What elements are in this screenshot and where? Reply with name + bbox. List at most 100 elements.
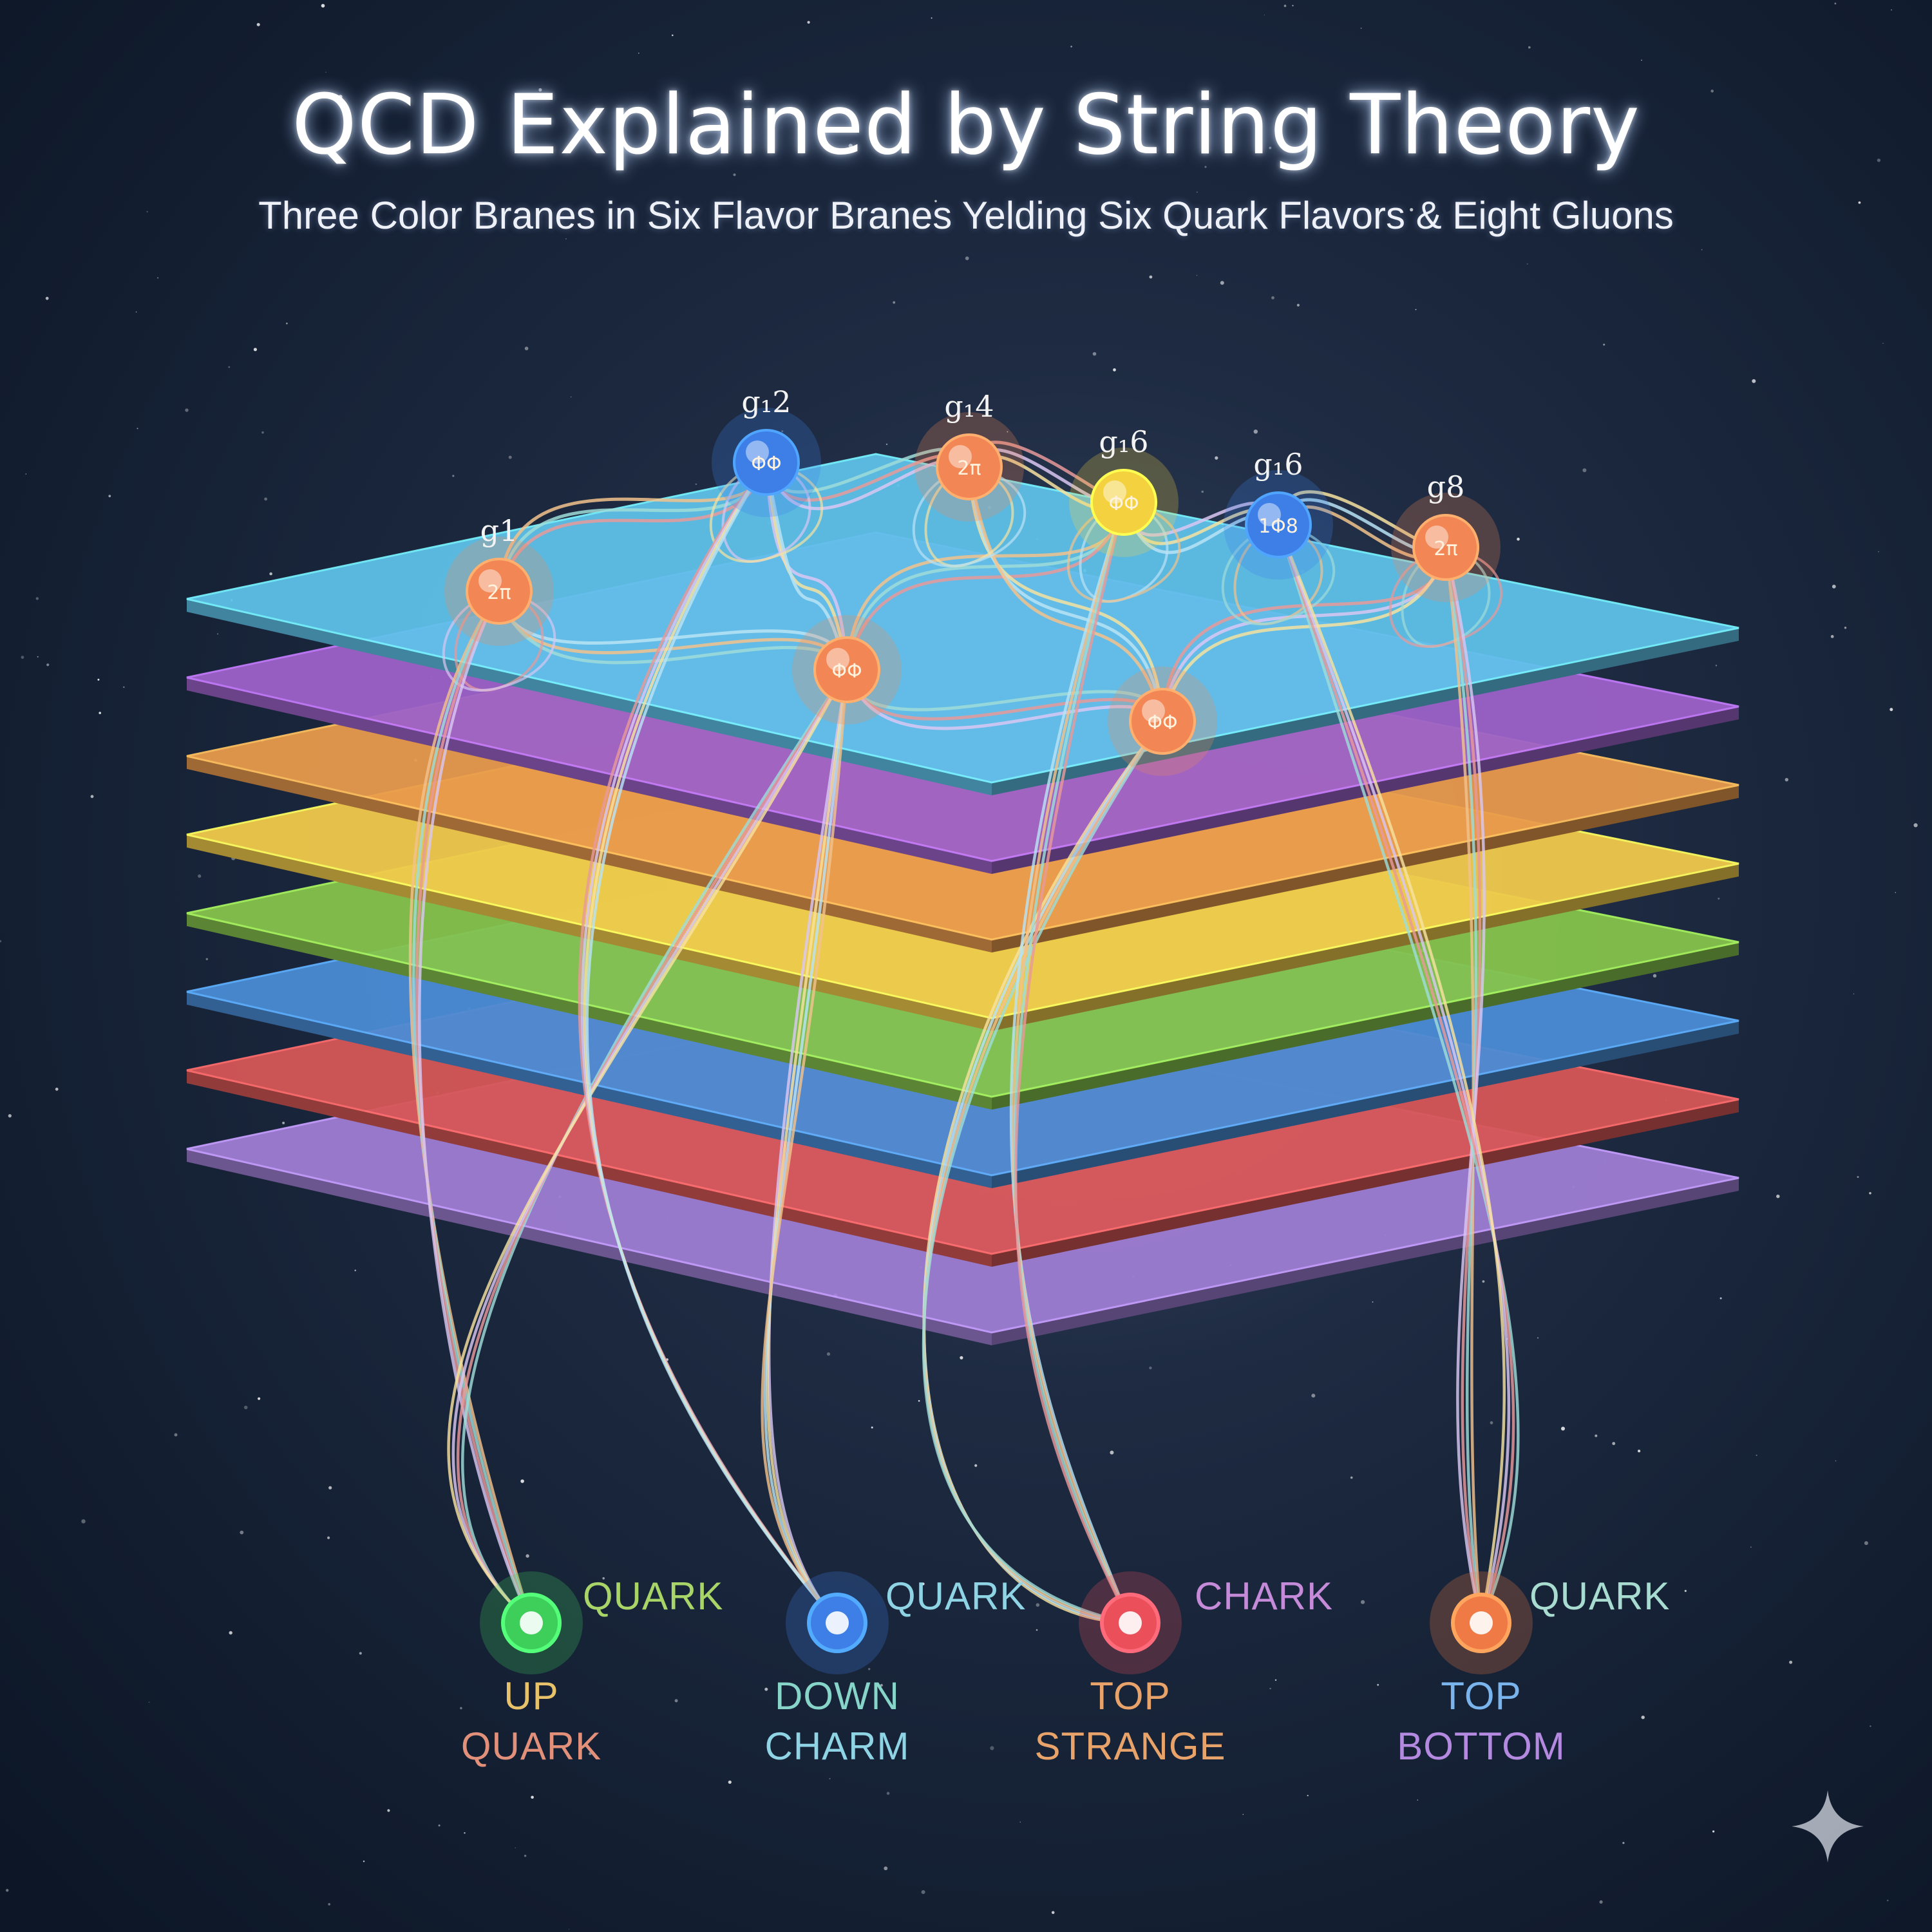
star: [1417, 1799, 1418, 1801]
star: [8, 1114, 12, 1118]
star: [871, 1426, 873, 1429]
star: [1710, 90, 1714, 93]
brane-edge-front: [187, 599, 992, 795]
star: [829, 129, 831, 131]
quark-endpoint-2: [786, 1571, 889, 1674]
quark-name-line2: STRANGE: [1034, 1725, 1226, 1768]
star: [1113, 368, 1116, 372]
brane-edge-front: [187, 756, 992, 952]
star: [674, 1699, 678, 1703]
star: [589, 1752, 592, 1756]
gluon-8: ΦΦ: [1108, 667, 1217, 776]
star: [253, 348, 257, 352]
star: [1070, 45, 1072, 48]
star: [135, 311, 137, 313]
gluon-4: ΦΦ g₁6: [1069, 424, 1179, 557]
star: [1269, 1687, 1271, 1690]
star: [205, 958, 208, 961]
gluon-label: g₁2: [741, 384, 791, 419]
open-string: [922, 719, 1164, 1625]
star: [328, 1903, 330, 1906]
star: [1110, 1450, 1114, 1455]
brane-edge-side: [992, 942, 1739, 1110]
gluon-highlight: [1258, 503, 1281, 526]
brane-edge-side: [992, 1021, 1739, 1188]
brane-edge-side: [992, 706, 1739, 874]
star: [672, 34, 674, 37]
star: [520, 1479, 524, 1483]
star: [108, 495, 111, 498]
star: [1641, 59, 1642, 61]
star: [1750, 1546, 1752, 1548]
star: [1595, 1434, 1598, 1437]
star: [1719, 1297, 1722, 1300]
star: [1482, 1280, 1485, 1283]
page-title: QCD Explained by String Theory: [292, 77, 1640, 173]
quark-name-line1: UP: [504, 1674, 559, 1718]
star: [1582, 468, 1587, 473]
star: [1718, 897, 1720, 900]
star: [1360, 27, 1362, 29]
star: [1528, 46, 1531, 49]
gluon-highlight: [746, 440, 769, 464]
star: [655, 200, 659, 204]
star: [1377, 1683, 1379, 1686]
star: [21, 656, 24, 659]
star: [174, 1433, 178, 1437]
star: [829, 1777, 831, 1779]
star: [990, 1746, 994, 1750]
star: [1526, 263, 1528, 265]
quark-core: [1470, 1611, 1493, 1634]
gluon-highlight: [1103, 480, 1126, 504]
star: [1870, 1725, 1871, 1727]
star: [1007, 431, 1009, 433]
gluon-ball: [936, 433, 1003, 500]
quark-endpoint-1: [480, 1571, 583, 1674]
gluon-group: 2π g1 ΦΦ g₁2 2π g₁4 ΦΦ g₁6 1Φ8 g₁6 2π g8 ΦΦ ΦΦ: [444, 384, 1501, 776]
gluon-ball: [1412, 514, 1479, 581]
star: [1201, 490, 1204, 493]
star: [1844, 627, 1847, 629]
gluon-label: g1: [480, 513, 518, 548]
star: [886, 443, 888, 446]
star: [565, 238, 567, 240]
gluon-highlight: [949, 445, 972, 468]
star: [1307, 1795, 1309, 1797]
gluon-highlight: [1425, 526, 1448, 549]
open-string: [497, 589, 849, 672]
star: [460, 1707, 462, 1710]
gluon-glyph: 2π: [957, 457, 981, 480]
gluon-1: 2π g1: [444, 513, 554, 646]
open-string: [764, 460, 849, 672]
quark-name-label: UP QUARK: [402, 1671, 660, 1772]
star: [327, 1536, 330, 1539]
star: [538, 88, 542, 92]
star: [808, 220, 811, 223]
sparkle-icon: [1792, 1790, 1864, 1862]
star: [1785, 778, 1788, 782]
star: [1889, 708, 1893, 712]
star: [0, 940, 2, 943]
star: [1752, 379, 1756, 383]
star: [1311, 1394, 1316, 1398]
star: [1913, 823, 1918, 828]
brane-sheet: [186, 453, 1739, 784]
star: [953, 99, 956, 102]
quark-core: [1119, 1611, 1142, 1634]
star: [1410, 208, 1414, 212]
star: [1361, 1600, 1365, 1604]
star: [1292, 5, 1294, 6]
open-string: [447, 668, 849, 1625]
open-string: [1160, 545, 1448, 723]
star: [387, 1809, 390, 1812]
open-string: [456, 668, 849, 1625]
quark-tag-label: QUARK: [886, 1575, 1027, 1618]
open-string: [709, 461, 824, 563]
page-subtitle: Three Color Branes in Six Flavor Branes …: [258, 194, 1674, 237]
gluon-label: g₁6: [1253, 447, 1303, 482]
star: [1653, 974, 1657, 978]
quark-tag-label: QUARK: [583, 1575, 724, 1618]
gluon-ball: [466, 558, 533, 625]
open-string: [1221, 524, 1336, 625]
open-string: [967, 465, 1164, 723]
